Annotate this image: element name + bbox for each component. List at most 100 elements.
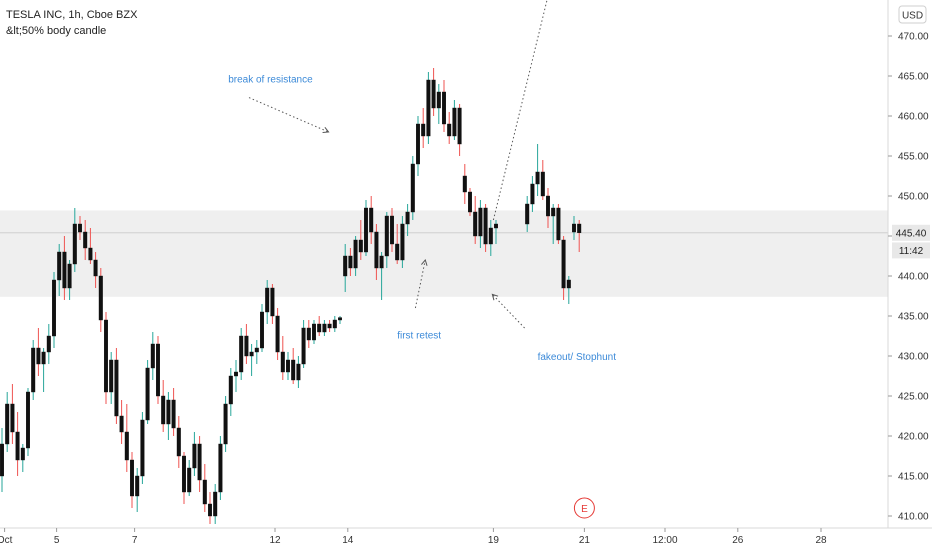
time-axis-background: [0, 528, 932, 550]
earnings-marker-label: E: [581, 504, 588, 515]
time-tick-label: 12: [269, 535, 281, 546]
candle-body: [312, 323, 317, 341]
annotation-label: fakeout/ Stophunt: [538, 352, 617, 363]
candle-body: [46, 335, 51, 353]
candle-body: [483, 207, 488, 245]
candle-body: [478, 207, 483, 237]
price-tick-label: 420.00: [898, 432, 929, 443]
candle-body: [379, 255, 384, 269]
candle-body: [103, 319, 108, 393]
candle-body: [41, 351, 46, 365]
candle-body: [416, 123, 421, 165]
time-axis[interactable]: Oct 5 7 12 14 19 21 12:00 26 28: [0, 528, 827, 546]
candle-body: [296, 363, 301, 381]
candle-body: [197, 443, 202, 481]
time-tick-label: 5: [54, 535, 60, 546]
candle-body: [124, 431, 129, 461]
annotation-arrow: [248, 97, 329, 133]
candle-body: [36, 347, 41, 365]
candle-body: [129, 459, 134, 497]
candle-body: [171, 399, 176, 429]
candle-body: [447, 123, 452, 137]
candle-body: [551, 207, 556, 217]
candle-body: [374, 231, 379, 269]
candle-body: [218, 443, 223, 493]
candle-body: [390, 215, 395, 245]
candle-body: [436, 91, 441, 109]
candle-body: [20, 447, 25, 461]
time-tick-label: 19: [488, 535, 500, 546]
candle-body: [525, 203, 530, 225]
candle-body: [421, 123, 426, 137]
candle-body: [52, 279, 57, 337]
candle-body: [140, 419, 145, 477]
candle-body: [233, 371, 238, 377]
candle-body: [384, 215, 389, 257]
time-tick-label: 14: [342, 535, 354, 546]
candle-body: [192, 443, 197, 469]
price-tick-label: 465.00: [898, 72, 929, 83]
price-tag-label: 445.40: [896, 228, 927, 239]
time-tick-label: 21: [579, 535, 591, 546]
candle-body: [265, 287, 270, 313]
indicator-label: &lt;50% body candle: [6, 25, 106, 37]
candle-body: [114, 359, 119, 417]
candle-body: [62, 251, 67, 289]
candle-body: [364, 207, 369, 253]
candle-body: [244, 335, 249, 357]
candle-body: [15, 431, 20, 461]
candle-body: [327, 323, 332, 329]
candle-body: [457, 107, 462, 145]
candle-body: [301, 327, 306, 365]
candle-body: [343, 255, 348, 277]
candle-body: [181, 455, 186, 493]
candle-body: [473, 211, 478, 237]
candle-body: [98, 275, 103, 321]
candle-body: [530, 183, 535, 205]
candle-body: [135, 475, 140, 497]
time-tick-label: 26: [732, 535, 744, 546]
price-tick-label: 435.00: [898, 312, 929, 323]
candle-body: [93, 259, 98, 277]
candles-layer: [0, 68, 582, 524]
candle-body: [358, 239, 363, 253]
candle-body: [322, 323, 327, 333]
price-tick-label: 455.00: [898, 152, 929, 163]
candle-body: [275, 315, 280, 353]
time-tick-label: 28: [815, 535, 827, 546]
candle-body: [462, 175, 467, 193]
price-tick-label: 430.00: [898, 352, 929, 363]
candle-body: [488, 227, 493, 245]
candle-body: [286, 359, 291, 373]
currency-button[interactable]: [898, 5, 927, 24]
annotation-label: first retest: [397, 330, 441, 341]
annotation-label: break of resistance: [228, 74, 313, 85]
candle-body: [239, 335, 244, 373]
candle-body: [31, 347, 36, 393]
candle-body: [426, 79, 431, 137]
price-tick-label: 410.00: [898, 512, 929, 523]
price-tick-label: 425.00: [898, 392, 929, 403]
annotation-arrow: [492, 0, 548, 221]
candle-body: [119, 415, 124, 433]
candle-body: [161, 395, 166, 425]
candle-body: [494, 223, 499, 229]
candle-body: [442, 91, 447, 125]
candle-body: [566, 279, 571, 289]
candle-body: [202, 479, 207, 505]
candle-body: [572, 223, 577, 233]
candle-body: [83, 231, 88, 249]
earnings-marker[interactable]: [573, 497, 595, 519]
candle-body: [400, 223, 405, 261]
annotation-arrow-head: [491, 293, 499, 301]
zones-layer: [0, 210, 888, 297]
candle-body: [452, 107, 457, 137]
price-tick-label: 450.00: [898, 192, 929, 203]
time-tick-label: 7: [132, 535, 138, 546]
candle-body: [395, 243, 400, 261]
candle-body: [26, 391, 31, 449]
candle-body: [561, 239, 566, 289]
candle-body: [556, 207, 561, 241]
